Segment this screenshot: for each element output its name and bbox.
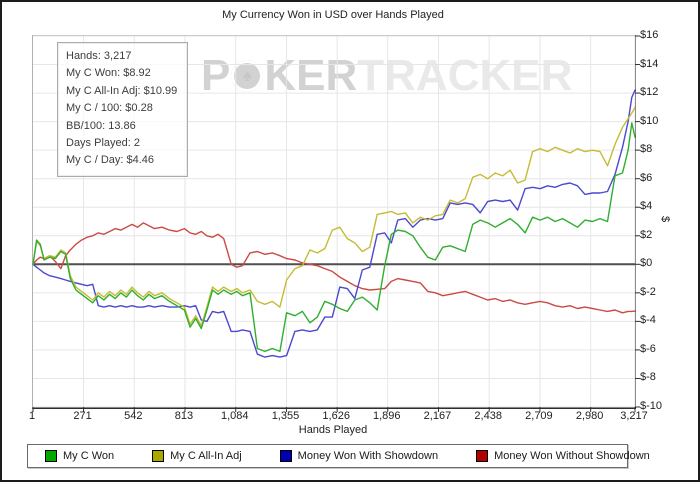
stat-days-played: Days Played: 2: [66, 137, 140, 150]
y-tick-label: $16: [640, 29, 659, 41]
watermark-text-ker: KER: [264, 51, 358, 100]
x-axis-title: Hands Played: [298, 424, 368, 436]
stat-bb-per-100: BB/100: 13.86: [66, 119, 136, 132]
legend-swatch-darkred: [476, 450, 489, 462]
y-tick-label: $0: [640, 257, 653, 270]
y-tick-label: $-8: [640, 371, 656, 384]
chart-title: My Currency Won in USD over Hands Played: [222, 9, 444, 21]
y-tick-label: $-2: [640, 285, 656, 298]
spade-icon: ♠: [242, 66, 252, 85]
x-tick-label: 813: [174, 410, 194, 422]
poker-chip-icon: ♠: [231, 60, 264, 92]
y-tick-label: $4: [640, 200, 653, 213]
legend-label: Money Won Without Showdown: [494, 450, 650, 462]
y-tick-label: $-10: [640, 400, 663, 412]
stat-my-c-per-100: My C / 100: $0.28: [66, 102, 153, 115]
stat-my-c-per-day: My C / Day: $4.46: [66, 154, 155, 167]
x-tick-label: 1,626: [322, 410, 350, 422]
legend-item-my-c-allin-adj: My C All-In Adj: [152, 450, 242, 462]
pokertracker-watermark: P ♠ KERTRACKER: [201, 54, 572, 98]
x-tick-label: 1,084: [220, 410, 249, 422]
legend-label: My C Won: [63, 450, 115, 462]
y-tick-label: $12: [640, 86, 659, 99]
x-tick-label: 2,709: [525, 410, 553, 422]
y-axis-title: $: [659, 215, 672, 223]
legend-label: My C All-In Adj: [170, 450, 242, 462]
stat-hands: Hands: 3,217: [66, 50, 132, 62]
y-tick-label: $8: [640, 143, 653, 156]
x-tick-label: 2,980: [575, 410, 604, 422]
x-tick-label: 1: [28, 410, 36, 422]
x-tick-label: 271: [73, 410, 92, 422]
stat-my-c-allin-adj: My C All-In Adj: $10.99: [66, 84, 178, 97]
y-tick-label: $2: [640, 228, 653, 241]
legend-item-money-won-with-showdown: Money Won With Showdown: [279, 450, 439, 462]
legend-item-my-c-won: My C Won: [45, 450, 114, 462]
legend-item-money-won-without-showdown: Money Won Without Showdown: [476, 450, 650, 462]
watermark-text-p: P: [201, 51, 231, 100]
chart-legend: My C Won My C All-In Adj Money Won With …: [27, 444, 650, 468]
x-tick-label: 2,167: [423, 410, 452, 422]
y-tick-label: $10: [640, 114, 659, 127]
x-tick-label: 3,217: [620, 410, 648, 422]
legend-swatch-green: [45, 450, 57, 462]
y-tick-label: $14: [640, 57, 659, 70]
y-tick-label: $6: [640, 171, 653, 184]
x-tick-label: 1,355: [271, 410, 300, 422]
legend-swatch-navy: [279, 450, 292, 462]
stats-box: Hands: 3,217 My C Won: $8.92 My C All-In…: [57, 42, 189, 177]
x-tick-label: 542: [124, 410, 143, 422]
y-tick-label: $-6: [640, 342, 656, 355]
stat-my-c-won: My C Won: $8.92: [66, 67, 151, 80]
legend-label: Money Won With Showdown: [297, 450, 439, 462]
x-tick-label: 1,896: [372, 410, 401, 422]
legend-swatch-olive: [152, 450, 165, 462]
watermark-text-tracker: TRACKER: [357, 51, 573, 100]
x-tick-label: 2,438: [474, 410, 502, 422]
y-tick-label: $-4: [640, 314, 656, 327]
